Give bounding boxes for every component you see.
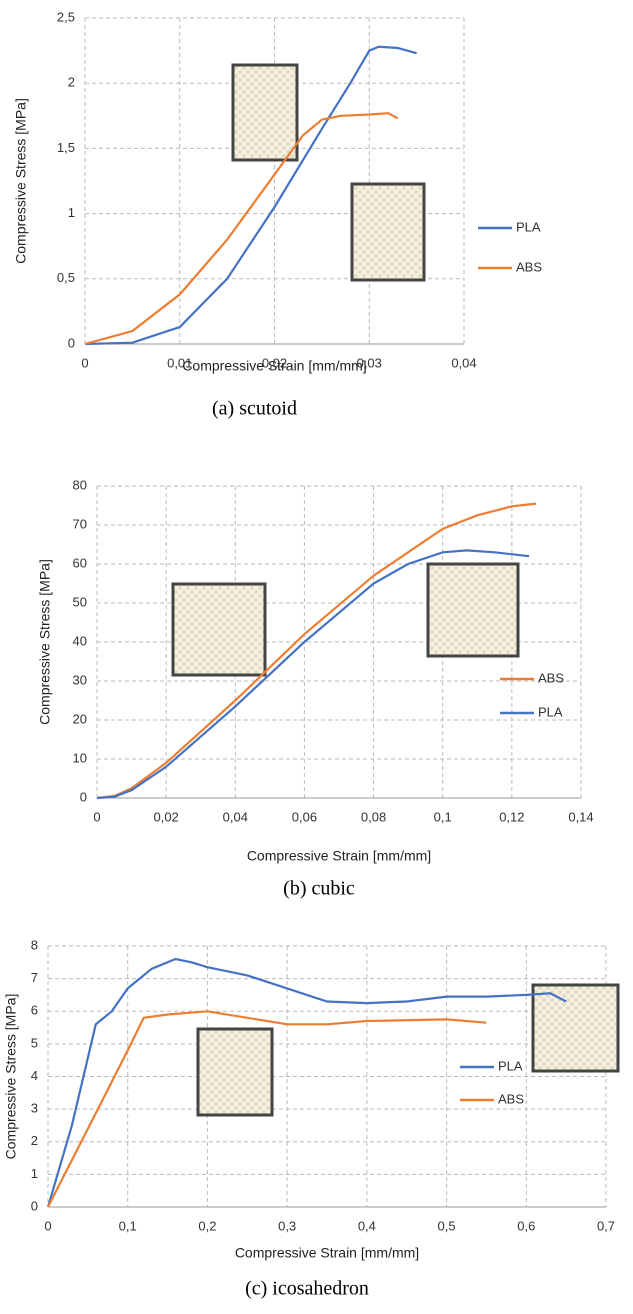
y-axis-title: Compressive Stress [MPa] (37, 559, 53, 725)
x-tick-label: 0,02 (262, 355, 287, 370)
y-tick-label: 10 (73, 750, 87, 765)
y-tick-label: 80 (73, 477, 87, 492)
y-tick-label: 50 (73, 594, 87, 609)
y-tick-label: 2 (31, 1133, 38, 1148)
y-tick-label: 6 (31, 1003, 38, 1018)
x-tick-label: 0,6 (517, 1218, 535, 1233)
y-tick-label: 20 (73, 711, 87, 726)
legend-label: ABS (538, 670, 564, 685)
series-line (46, 957, 567, 1208)
caption: (c) icosahedron (245, 1278, 369, 1300)
y-axis-title: Compressive Stress [MPa] (13, 98, 29, 264)
x-tick-label: 0,14 (568, 809, 593, 824)
specimen-photo (196, 1027, 274, 1117)
specimen-photo (426, 562, 520, 658)
y-tick-label: 40 (73, 633, 87, 648)
y-tick-label: 1,5 (57, 140, 75, 155)
y-tick-label: 0,5 (57, 270, 75, 285)
y-tick-label: 8 (31, 937, 38, 952)
series-line (96, 549, 530, 800)
x-tick-label: 0,5 (438, 1218, 456, 1233)
y-tick-label: 0 (80, 789, 87, 804)
x-axis-title: Compressive Strain [mm/mm] (182, 358, 366, 374)
y-tick-label: 0 (31, 1198, 38, 1213)
x-tick-label: 0,1 (434, 809, 452, 824)
y-tick-label: 7 (31, 970, 38, 985)
x-tick-label: 0 (93, 809, 100, 824)
y-tick-label: 1 (31, 1166, 38, 1181)
y-axis-title: Compressive Stress [MPa] (3, 994, 19, 1160)
legend-label: ABS (498, 1091, 524, 1106)
legend-label: PLA (498, 1058, 523, 1073)
series-line (84, 45, 417, 346)
legend-label: ABS (516, 259, 542, 274)
y-tick-label: 30 (73, 672, 87, 687)
y-tick-label: 5 (31, 1035, 38, 1050)
x-tick-label: 0,03 (357, 355, 382, 370)
y-tick-label: 60 (73, 555, 87, 570)
x-tick-label: 0,7 (597, 1218, 615, 1233)
y-tick-label: 1 (68, 205, 75, 220)
series-line (96, 502, 537, 800)
legend-label: PLA (538, 704, 563, 719)
insets (171, 63, 620, 1117)
y-tick-label: 70 (73, 516, 87, 531)
x-tick-label: 0,04 (451, 355, 476, 370)
x-tick-label: 0 (44, 1218, 51, 1233)
series-line (84, 112, 399, 346)
x-axis-title: Compressive Strain [mm/mm] (235, 1245, 419, 1261)
x-axis-title: Compressive Strain [mm/mm] (247, 848, 431, 864)
specimen-photo (350, 182, 426, 282)
x-tick-label: 0,3 (278, 1218, 296, 1233)
y-tick-label: 4 (31, 1068, 38, 1083)
y-tick-label: 2 (68, 75, 75, 90)
y-tick-label: 2,5 (57, 9, 75, 24)
caption: (a) scutoid (212, 398, 297, 420)
caption: (b) cubic (283, 878, 355, 900)
x-tick-label: 0,4 (358, 1218, 376, 1233)
specimen-photo (531, 983, 620, 1073)
y-tick-label: 0 (68, 335, 75, 350)
specimen-photo (171, 582, 267, 677)
x-tick-label: 0,12 (499, 809, 524, 824)
x-tick-label: 0,02 (153, 809, 178, 824)
x-tick-label: 0,08 (361, 809, 386, 824)
x-tick-label: 0,2 (198, 1218, 216, 1233)
specimen-photo (231, 63, 299, 162)
x-tick-label: 0,06 (292, 809, 317, 824)
series-line (47, 1010, 487, 1208)
legend-label: PLA (516, 219, 541, 234)
x-tick-label: 0,04 (223, 809, 248, 824)
x-tick-label: 0 (81, 355, 88, 370)
y-tick-label: 3 (31, 1101, 38, 1116)
x-tick-label: 0,1 (119, 1218, 137, 1233)
x-tick-label: 0,01 (167, 355, 192, 370)
